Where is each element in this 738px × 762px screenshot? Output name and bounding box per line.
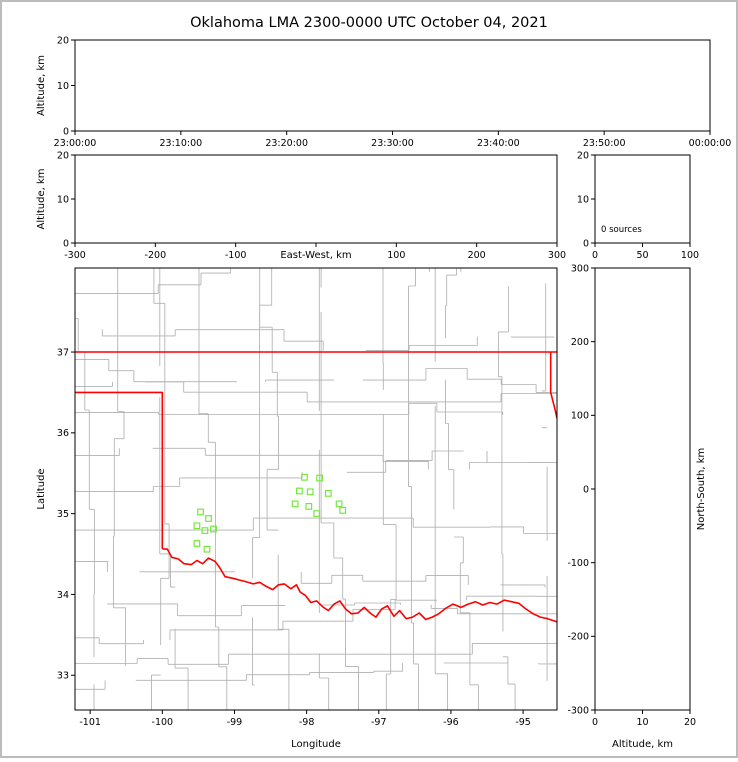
x-tick-label: 200 [468,250,486,261]
lma-station-marker [193,522,201,530]
panels-group: 23:00:00 23:10:00 23:20:00 23:30:00 23:40:00… [36,35,731,750]
x-tick-label: 50 [636,250,648,261]
lma-station-marker [197,508,205,516]
x-tick-label: -300 [64,250,86,261]
x-tick-label: 23:30:00 [371,138,414,149]
y-tick-label: 10 [577,194,589,205]
lma-station-marker [203,545,211,553]
x-tick-label: -100 [152,717,174,728]
y-axis-label: North-South, km [696,448,707,531]
y-tick-label: 34 [57,590,69,601]
x-tick-label: 10 [636,717,648,728]
x-axis-label: Longitude [291,739,341,750]
x-tick-label: 23:40:00 [477,138,520,149]
lma-station-marker [313,510,321,517]
red-river-border [162,548,557,623]
missouri-arkansas-border [549,352,557,419]
y-tick-label: 33 [57,671,69,682]
lma-station-marker [296,487,303,495]
y-tick-label: 0 [583,484,589,495]
plot-frame [74,267,558,711]
x-tick-label: 0 [592,250,598,261]
lma-station-marker [316,474,323,482]
x-tick-label: 100 [387,250,405,261]
y-tick-label: 0 [63,126,69,137]
x-tick-label: -101 [79,717,101,728]
lma-station-marker [339,507,347,514]
x-tick-label: -99 [227,717,243,728]
y-tick-label: 35 [57,509,69,520]
y-tick-label: 200 [571,337,589,348]
y-tick-label: 36 [57,428,69,439]
x-tick-label: 23:50:00 [583,138,626,149]
panel-ew-height: -300 -200 -100 100 200 300 0 10 20 East-West, km A… [36,150,566,261]
lma-station-marker [291,500,299,508]
x-tick-label: 23:20:00 [265,138,308,149]
plot-title: Oklahoma LMA 2300-0000 UTC October 04, 2… [190,15,548,31]
x-tick-label: -200 [145,250,167,261]
x-tick-label: -95 [515,717,531,728]
lma-station-marker [306,488,314,496]
x-axis-label: East-West, km [280,250,351,261]
x-axis-label: Altitude, km [612,739,673,750]
lma-station-marker [193,540,201,547]
x-tick-label: -98 [299,717,315,728]
panhandle-texas-border [75,391,164,549]
y-tick-label: 0 [583,238,589,249]
y-tick-label: 37 [57,347,69,358]
x-tick-label: 300 [548,250,566,261]
y-tick-label: -100 [567,558,589,569]
lma-station-marker [335,500,343,508]
y-tick-label: 100 [571,411,589,422]
y-tick-label: 300 [571,263,589,274]
lma-station-marker [301,473,308,481]
x-tick-label: 100 [681,250,699,261]
y-tick-label: -200 [567,632,589,643]
panel-plan-map: -101 -100 -99 -98 -97 -96 -95 33 34 35 36 37 Longitu… [36,267,558,750]
y-axis-label: Altitude, km [36,55,47,116]
lma-station-marker [201,527,209,534]
y-tick-label: 20 [57,150,69,161]
lma-station-marker [205,515,212,522]
source-count-annotation: 0 sources [601,225,642,235]
x-tick-label: 00:00:00 [689,138,732,149]
x-tick-label: 0 [592,717,598,728]
panel-alt-histogram: 0 sources 0 50 100 0 10 20 [577,150,699,261]
x-tick-label: -96 [443,717,459,728]
y-tick-label: 20 [577,150,589,161]
lma-station-marker [324,490,332,497]
y-axis-label: Altitude, km [36,169,47,230]
y-tick-label: 0 [63,238,69,249]
x-tick-label: 23:10:00 [159,138,202,149]
x-tick-label: -100 [225,250,247,261]
map-content [75,268,557,710]
y-tick-label: 10 [57,194,69,205]
panel-ns-alt: 0 10 20 -300 -200 -100 0 100 200 300 Altitude, km N… [567,263,707,750]
y-tick-label: 10 [57,81,69,92]
x-tick-label: 20 [684,717,696,728]
county-boundaries [75,268,557,710]
y-tick-label: -300 [567,705,589,716]
y-axis-label: Latitude [36,468,47,509]
lma-station-marker [210,525,217,533]
panel-time-height: 23:00:00 23:10:00 23:20:00 23:30:00 23:40:00… [36,35,731,149]
y-tick-label: 20 [57,35,69,46]
x-tick-label: 23:00:00 [54,138,97,149]
lma-station-marker [305,503,313,510]
x-tick-label: -97 [371,717,387,728]
